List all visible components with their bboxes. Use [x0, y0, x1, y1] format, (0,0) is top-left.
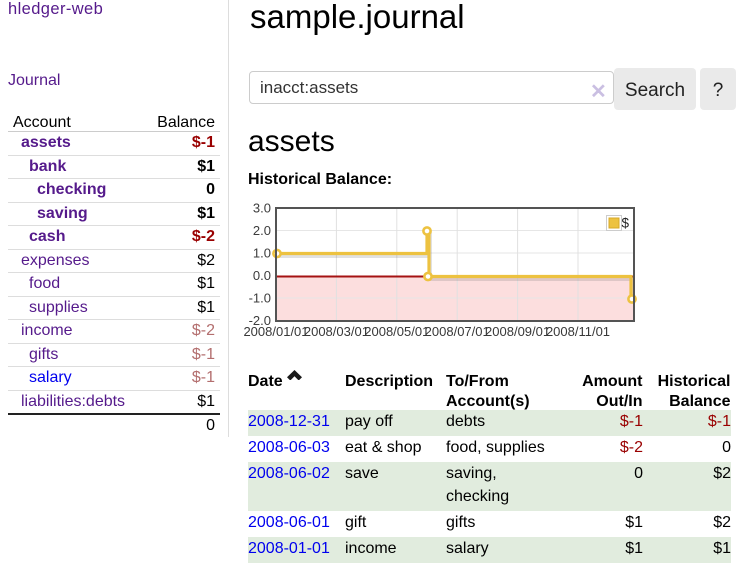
svg-text:-2.0: -2.0 [249, 313, 271, 328]
svg-text:2008/07/01: 2008/07/01 [425, 324, 490, 339]
svg-text:2008/11/01: 2008/11/01 [546, 324, 610, 339]
svg-text:3.0: 3.0 [253, 201, 271, 216]
svg-text:2.0: 2.0 [253, 223, 271, 238]
svg-text:2008/09/01: 2008/09/01 [485, 324, 550, 339]
svg-text:0.0: 0.0 [253, 268, 271, 283]
svg-text:-1.0: -1.0 [249, 291, 271, 306]
svg-text:1.0: 1.0 [253, 246, 271, 261]
svg-text:$: $ [622, 216, 630, 231]
svg-text:2008/01/01: 2008/01/01 [243, 324, 308, 339]
svg-text:2008/03/01: 2008/03/01 [304, 324, 369, 339]
svg-text:2008/05/01: 2008/05/01 [364, 324, 429, 339]
